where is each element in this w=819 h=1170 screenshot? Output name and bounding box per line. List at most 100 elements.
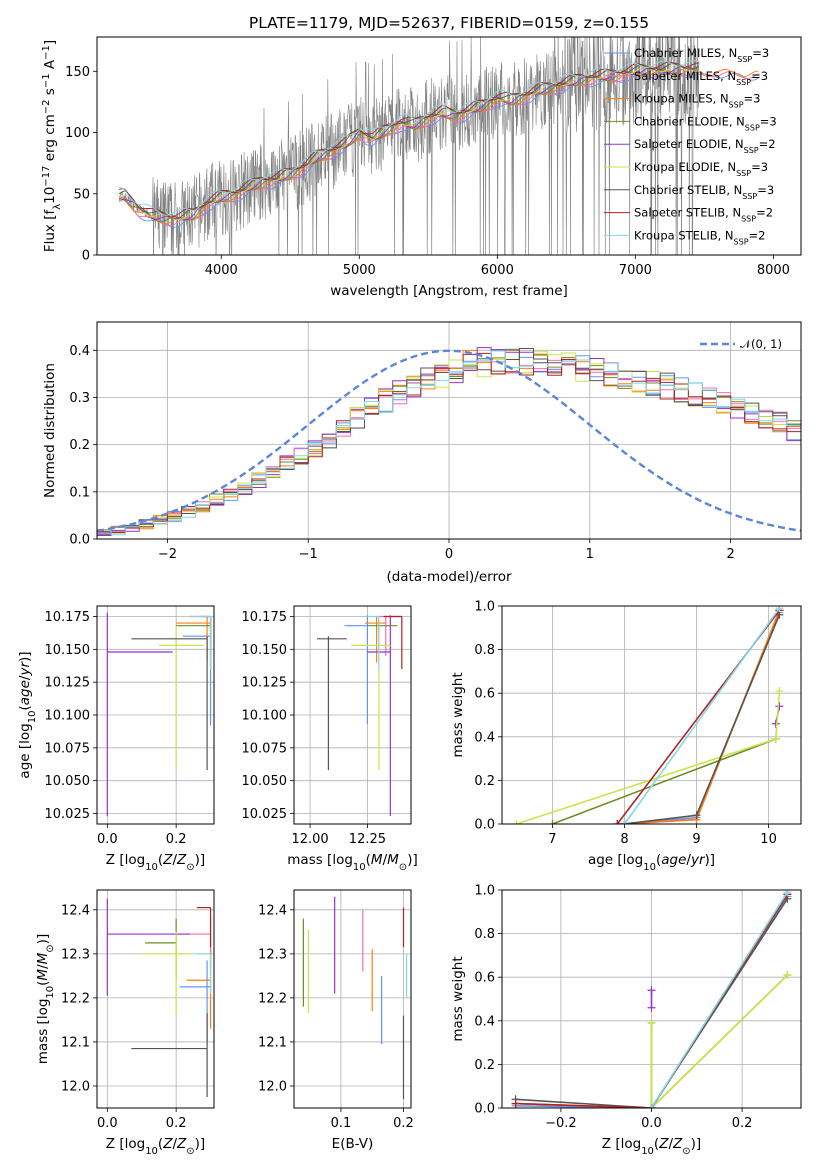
axes-frame: [501, 889, 802, 1109]
y-axis-label: age [log10(age/yr)]: [17, 651, 38, 778]
x-tick-label: 0.1: [331, 1116, 352, 1131]
y-tick-label: 10.175: [242, 610, 288, 625]
weight-marker-salpeter_elodie: [771, 719, 780, 728]
x-tick-label: 0.0: [97, 1116, 118, 1131]
x-tick-label: 0.2: [393, 1116, 414, 1131]
panel-mass-vs-ebv: 0.1 0.2 12.0 12.1 12.2 12.3 12.4 E(B-V): [258, 889, 414, 1152]
weight-marker-kroupa_stelib: [775, 606, 784, 613]
y-tick-label: 0.0: [69, 533, 90, 548]
y-tick-label: 12.2: [258, 991, 287, 1006]
plot-area-age-vs-Z: [106, 612, 212, 817]
y-tick-label: 150: [65, 65, 90, 80]
normal-curve: [97, 349, 801, 532]
y-tick-label: 0.2: [474, 774, 495, 789]
y-tick-label: 0.6: [474, 971, 495, 986]
legend-label-chabrier_miles: Chabrier MILES, NSSP=3: [634, 46, 769, 64]
y-tick-label: 10.100: [242, 709, 288, 724]
axes-frame: [293, 889, 412, 1109]
axes-frame: [96, 889, 215, 1109]
weight-marker-salpeter_stelib: [511, 1099, 520, 1108]
legend-label-normal: 𝒩(0, 1): [740, 337, 782, 351]
legend-label-chabrier_stelib: Chabrier STELIB, NSSP=3: [634, 183, 774, 201]
plot-area-age-vs-mass: [316, 615, 403, 817]
y-tick-label: 10.150: [45, 643, 91, 658]
y-tick-label: 100: [65, 126, 90, 141]
y-tick-label: 1.0: [474, 600, 495, 615]
y-tick-label: 12.1: [61, 1035, 90, 1050]
y-tick-label: 12.3: [258, 947, 287, 962]
x-tick-label: 12.25: [349, 832, 386, 847]
grid-weight-vs-age: [502, 605, 801, 825]
x-tick-label: 10: [760, 832, 777, 847]
y-tick-label: 10.175: [45, 610, 91, 625]
panel-age-vs-mass: 12.00 12.25 10.025 10.050 10.075 10.100 10.125…: [242, 605, 418, 873]
x-tick-label: 1: [586, 547, 594, 562]
legend-label-salpeter_miles: Salpeter MILES, NSSP=3: [634, 69, 768, 87]
weight-marker-kroupa_elodie: [512, 820, 521, 824]
spectrum-model-kroupa_stelib: [118, 60, 700, 216]
axes-frame: [96, 605, 215, 825]
y-tick-label: 10.050: [242, 774, 288, 789]
y-tick-label: 0.4: [474, 1014, 495, 1029]
grid-residual-hist: [97, 322, 801, 540]
grid-age-vs-mass: [294, 606, 411, 824]
x-tick-label: 4000: [205, 263, 238, 278]
hist-step-salpeter_elodie: [97, 347, 801, 536]
x-axis-label: (data-model)/error: [386, 569, 512, 585]
weight-marker-kroupa_stelib: [620, 820, 629, 824]
y-tick-label: 12.2: [61, 991, 90, 1006]
legend: 𝒩(0, 1): [700, 337, 782, 351]
x-tick-label: 2: [726, 547, 734, 562]
x-tick-label: 6000: [481, 263, 514, 278]
x-tick-label: 8000: [757, 263, 790, 278]
weight-marker-chabrier_stelib: [692, 811, 701, 820]
weight-marker-salpeter_stelib: [613, 820, 622, 824]
y-axis-label: mass weight: [450, 956, 466, 1041]
axes-frame: [501, 605, 802, 825]
figure-title: PLATE=1179, MJD=52637, FIBERID=0159, z=0…: [249, 14, 649, 32]
hist-step-salpeter_miles: [97, 359, 801, 533]
x-axis-label: E(B-V): [332, 1136, 374, 1152]
x-tick-label: −0.2: [545, 1116, 577, 1131]
x-tick-label: 0.2: [732, 1116, 753, 1131]
y-tick-label: 50: [73, 187, 90, 202]
y-axis-label: mass [log10(M/M⊙)]: [35, 934, 56, 1064]
legend: Chabrier MILES, NSSP=3 Salpeter MILES, NS…: [604, 46, 777, 246]
spectrum-model-chabrier_stelib: [118, 62, 700, 219]
panel-residual-hist: −2 −1 0 1 2 0.0 0.1 0.2 0.3 0.4 (data-model)/error…: [42, 321, 802, 585]
hist-step-kroupa_elodie: [97, 351, 801, 534]
plot-area-weight-vs-age: [512, 606, 784, 824]
weight-line-kroupa_stelib: [650, 891, 789, 1108]
weight-line-kroupa_stelib: [623, 607, 781, 824]
panels: 4000 5000 6000 7000 8000050100150wavelength …: [17, 36, 802, 1157]
y-tick-label: 0.4: [474, 730, 495, 745]
x-tick-label: 9: [692, 832, 700, 847]
y-tick-label: 0.0: [474, 818, 495, 833]
panel-mass-vs-Z: 0.0 0.2 12.0 12.1 12.2 12.3 12.4 Z [log10(Z/Z⊙)…: [35, 889, 215, 1157]
panel-weight-vs-age: 7 8 9 10 0.0 0.2 0.4 0.6 0.8 1.0 age [log10(age/yr…: [450, 600, 802, 873]
y-tick-label: 10.050: [45, 774, 91, 789]
y-tick-label: 0: [82, 249, 90, 264]
y-tick-label: 10.025: [242, 807, 288, 822]
x-axis-label: Z [log10(Z/Z⊙)]: [106, 852, 205, 873]
x-tick-label: 0.2: [166, 832, 187, 847]
grid-mass-vs-ebv: [294, 890, 411, 1108]
y-tick-label: 0.8: [474, 927, 495, 942]
plot-area-spectrum: [118, 37, 759, 255]
y-tick-label: 10.125: [45, 676, 91, 691]
plot-area-mass-vs-ebv: [302, 896, 408, 1100]
x-tick-label: 12.00: [291, 832, 328, 847]
axes-frame: [293, 605, 412, 825]
weight-marker-kroupa_elodie: [771, 734, 780, 743]
spectrum-data-line: [118, 37, 700, 255]
spectrum-model-salpeter_stelib: [118, 61, 699, 218]
x-tick-label: −1: [299, 547, 318, 562]
y-tick-label: 10.150: [242, 643, 288, 658]
x-tick-label: 7000: [619, 263, 652, 278]
y-tick-label: 1.0: [474, 884, 495, 899]
x-tick-label: 7: [548, 832, 556, 847]
axes-frame: [96, 36, 802, 256]
spectrum-model-salpeter_elodie: [118, 65, 700, 221]
y-tick-label: 0.1: [69, 485, 90, 500]
